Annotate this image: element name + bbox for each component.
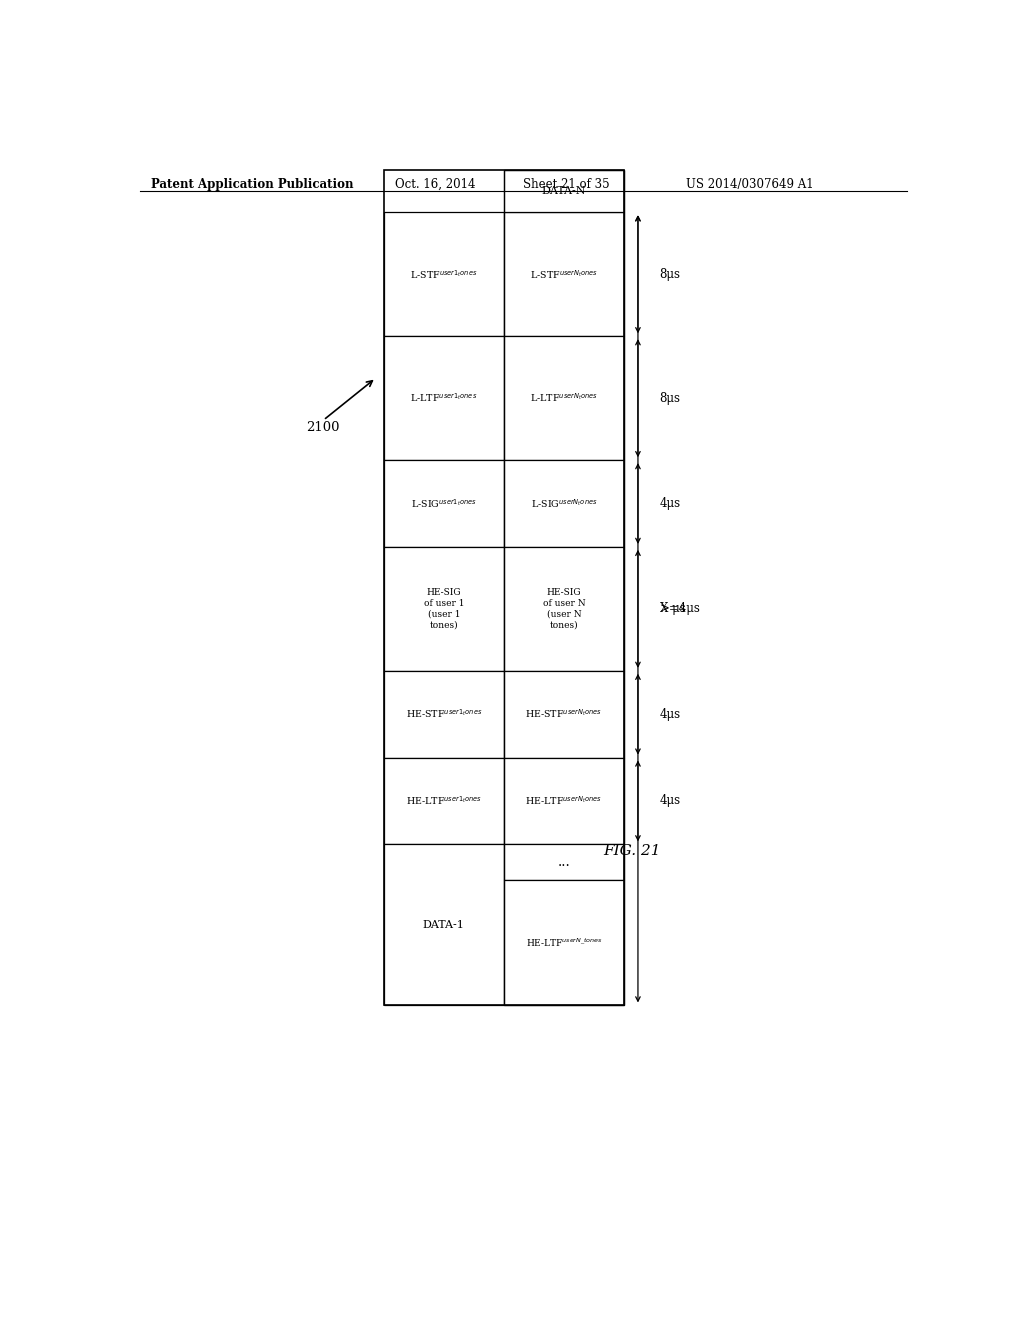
Bar: [384, 213, 504, 337]
Bar: [504, 671, 624, 758]
Bar: [384, 337, 504, 461]
Bar: [504, 461, 624, 546]
Bar: [504, 170, 624, 213]
Text: HE-SIG
of user 1
(user 1
tones): HE-SIG of user 1 (user 1 tones): [424, 587, 464, 630]
Bar: [384, 671, 504, 758]
Bar: [504, 213, 624, 337]
Text: Oct. 16, 2014: Oct. 16, 2014: [395, 178, 476, 190]
Text: 8μs: 8μs: [659, 268, 681, 281]
Text: L-SIG$^{user1_tones}$: L-SIG$^{user1_tones}$: [411, 498, 477, 510]
Text: L-STF$^{userN_tones}$: L-STF$^{userN_tones}$: [529, 268, 598, 281]
Text: HE-LTF$^{user1_tones}$: HE-LTF$^{user1_tones}$: [406, 795, 482, 808]
Text: DATA-1: DATA-1: [423, 920, 465, 929]
Text: US 2014/0307649 A1: US 2014/0307649 A1: [686, 178, 814, 190]
Text: HE-SIG
of user N
(user N
tones): HE-SIG of user N (user N tones): [543, 587, 586, 630]
Text: Sheet 21 of 35: Sheet 21 of 35: [523, 178, 610, 190]
Text: 2100: 2100: [306, 421, 340, 434]
Text: L-LTF$^{userN_tones}$: L-LTF$^{userN_tones}$: [530, 392, 598, 404]
Bar: [504, 879, 624, 1006]
Bar: [504, 845, 624, 879]
Text: 4μs: 4μs: [659, 708, 681, 721]
Bar: [384, 845, 504, 1006]
Text: X μs: X μs: [659, 602, 685, 615]
Bar: [384, 546, 504, 671]
Text: 4μs: 4μs: [659, 498, 681, 510]
Bar: [504, 546, 624, 671]
Text: ...: ...: [557, 855, 570, 869]
Text: L-STF$^{user1_tones}$: L-STF$^{user1_tones}$: [410, 268, 477, 281]
Text: Patent Application Publication: Patent Application Publication: [152, 178, 353, 190]
Text: DATA-N: DATA-N: [542, 186, 586, 197]
Bar: [384, 758, 504, 845]
Bar: [504, 170, 624, 1006]
Text: FIG. 21: FIG. 21: [603, 845, 660, 858]
Bar: [504, 758, 624, 845]
Bar: [384, 461, 504, 546]
Bar: [504, 337, 624, 461]
Bar: [384, 170, 624, 1006]
Text: 8μs: 8μs: [659, 392, 681, 405]
Text: 4μs: 4μs: [659, 795, 681, 808]
Text: L-LTF$^{user1_tones}$: L-LTF$^{user1_tones}$: [411, 392, 477, 404]
Text: HE-STF$^{userN_tones}$: HE-STF$^{userN_tones}$: [525, 708, 602, 721]
Text: HE-STF$^{user1_tones}$: HE-STF$^{user1_tones}$: [406, 708, 482, 721]
Text: L-SIG$^{userN_tones}$: L-SIG$^{userN_tones}$: [530, 498, 597, 510]
Text: HE-LTF$^{userN\_tones}$: HE-LTF$^{userN\_tones}$: [525, 936, 602, 949]
Text: HE-LTF$^{userN_tones}$: HE-LTF$^{userN_tones}$: [525, 795, 602, 808]
Text: >=4μs: >=4μs: [659, 602, 700, 615]
